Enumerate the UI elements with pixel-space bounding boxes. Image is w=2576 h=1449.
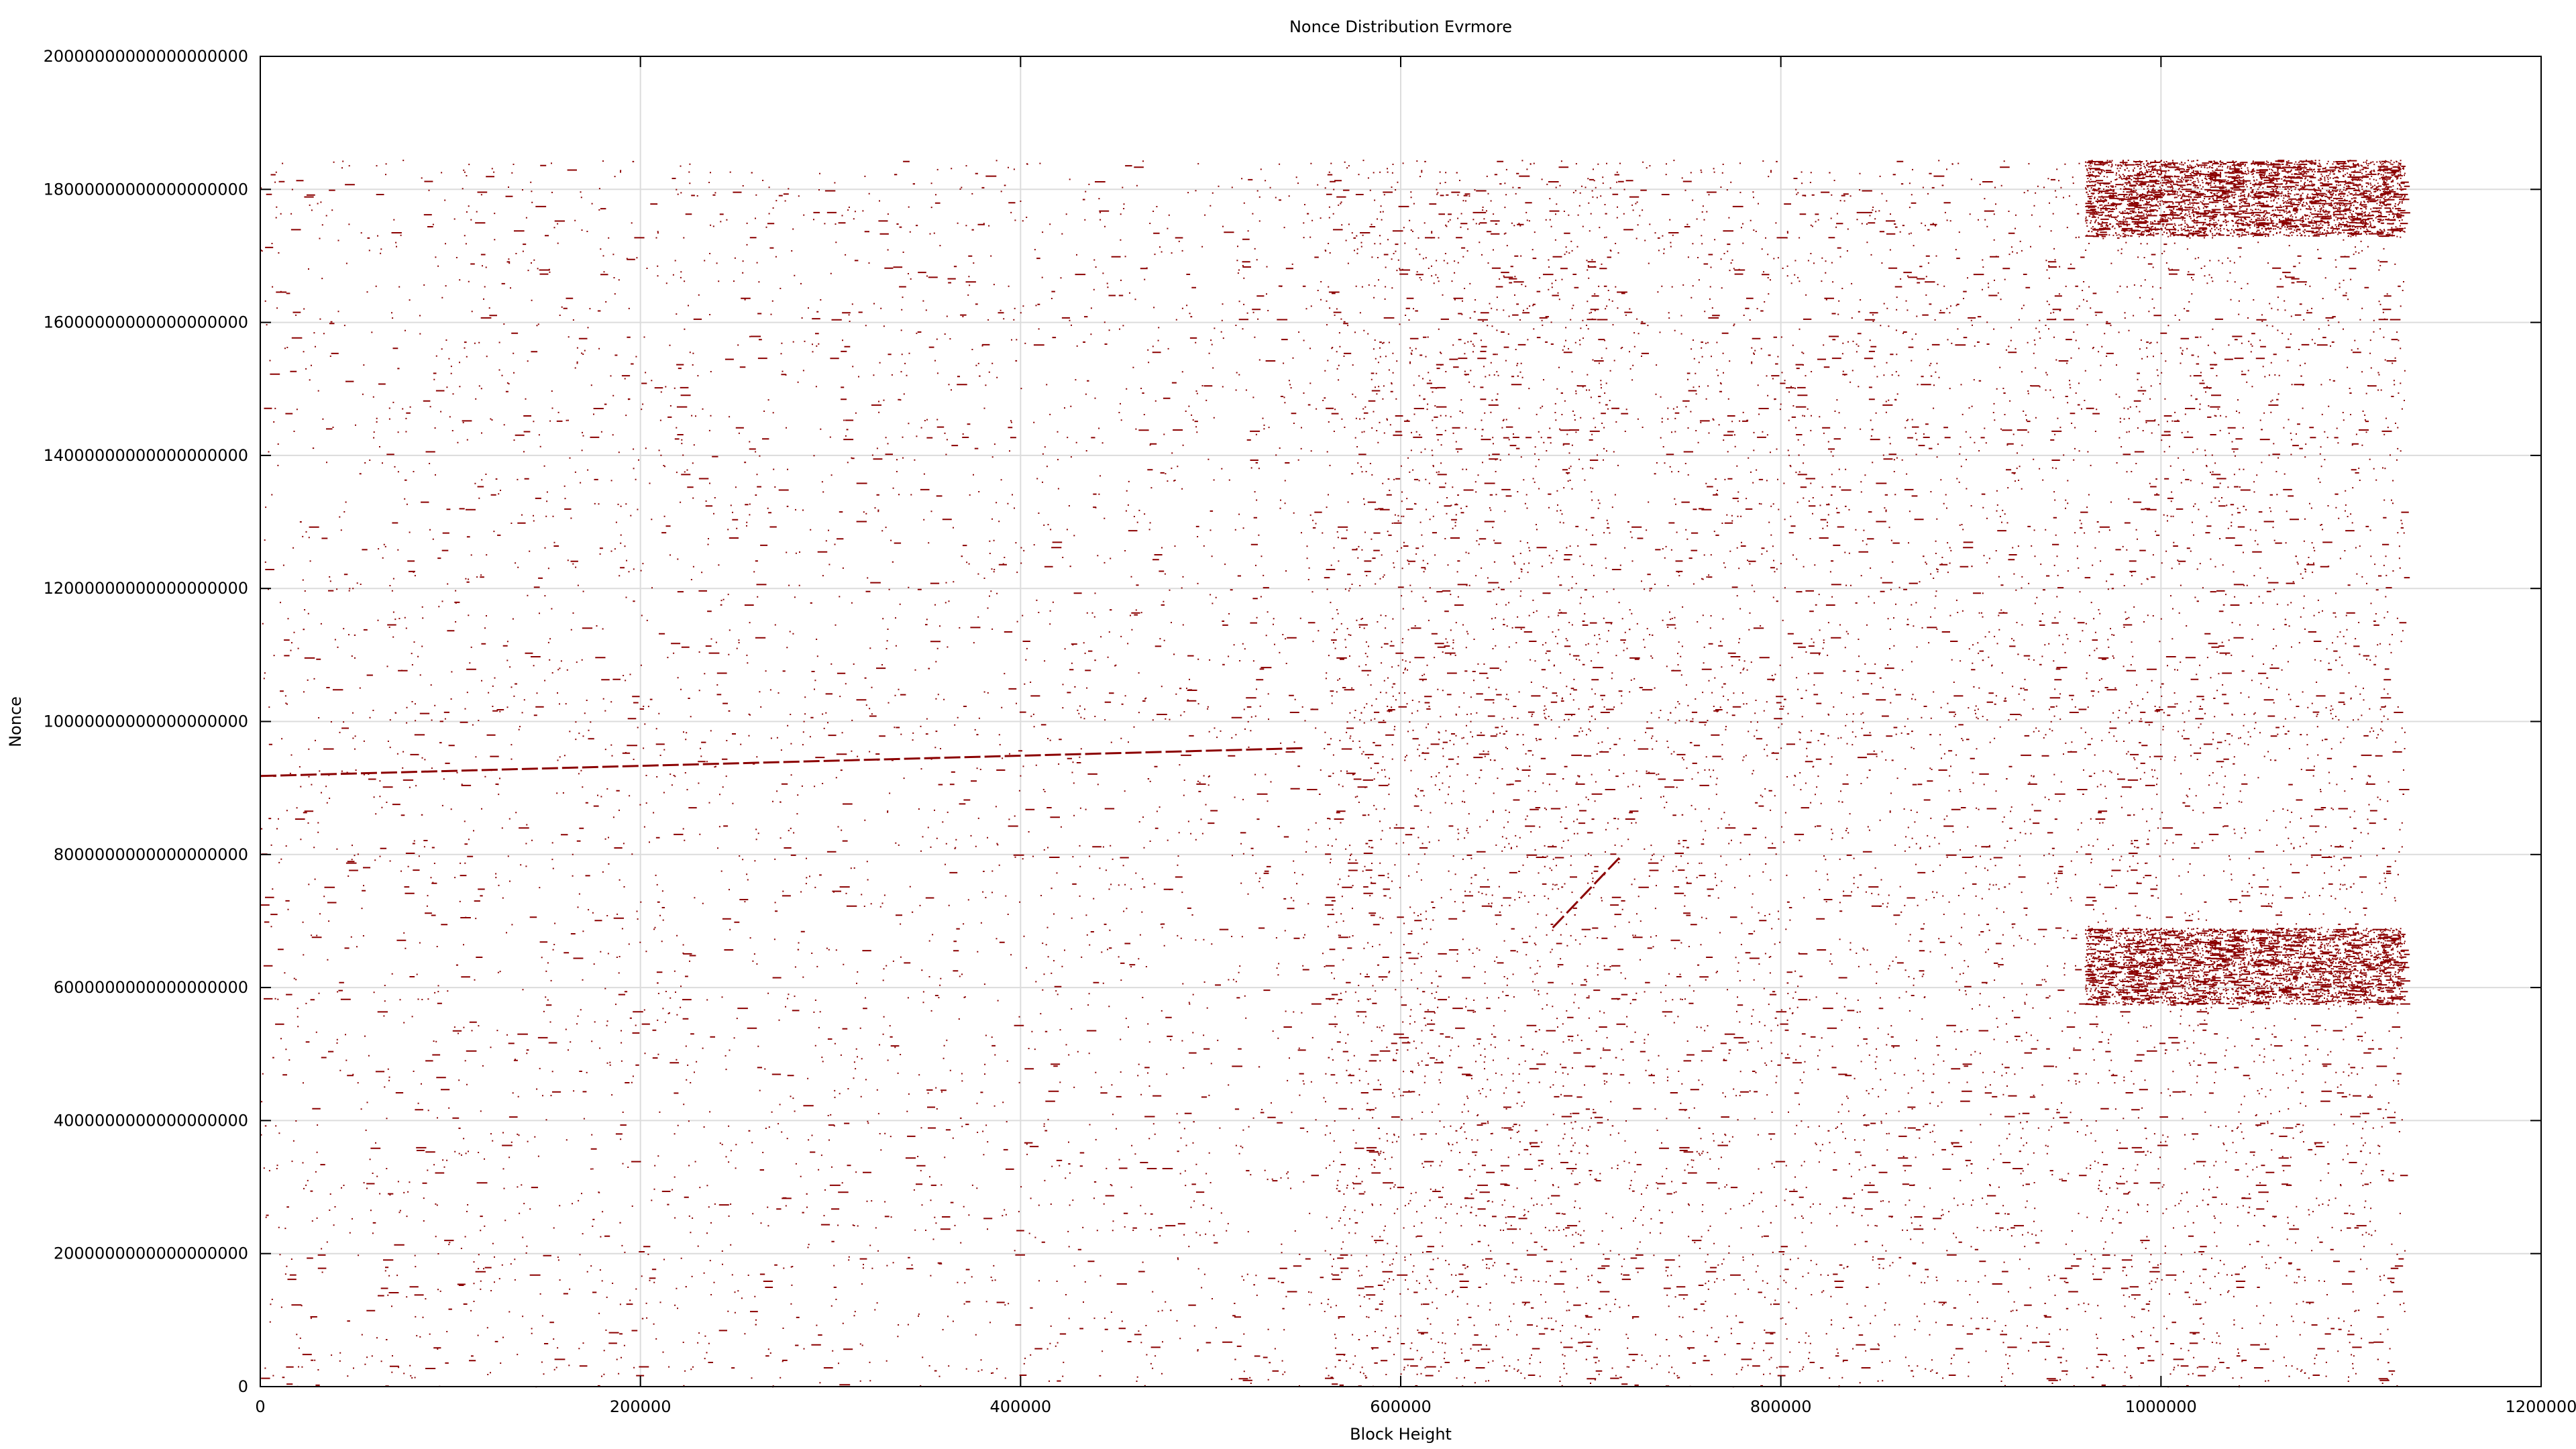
y-axis-label: Nonce: [6, 696, 25, 747]
x-tick-label: 400000: [990, 1397, 1052, 1416]
tick-marks: [260, 56, 2542, 1387]
chart-title: Nonce Distribution Evrmore: [1289, 17, 1512, 36]
y-tick-label: 2000000000000000000: [54, 1244, 248, 1263]
scatter-points: [260, 160, 2410, 1388]
x-axis-label: Block Height: [1350, 1425, 1452, 1444]
y-tick-label: 4000000000000000000: [54, 1111, 248, 1130]
y-tick-label: 10000000000000000000: [44, 712, 248, 731]
y-tick-label: 18000000000000000000: [44, 180, 248, 199]
nonce-streak: [260, 747, 1306, 777]
y-tick-label: 0: [238, 1377, 248, 1396]
x-tick-labels: 0 200000 400000 600000 800000 1000000 1200000: [255, 1397, 2576, 1416]
x-tick-label: 0: [255, 1397, 265, 1416]
x-tick-label: 1000000: [2125, 1397, 2197, 1416]
x-tick-label: 600000: [1370, 1397, 1432, 1416]
y-tick-label: 6000000000000000000: [54, 978, 248, 997]
x-tick-label: 200000: [610, 1397, 672, 1416]
x-tick-label: 800000: [1750, 1397, 1812, 1416]
y-tick-label: 14000000000000000000: [44, 446, 248, 465]
nonce-streak: [1552, 857, 1620, 928]
y-tick-label: 16000000000000000000: [44, 313, 248, 332]
y-tick-labels: 0 2000000000000000000 4000000000000000000 6…: [44, 47, 248, 1396]
y-tick-label: 20000000000000000000: [44, 47, 248, 66]
y-tick-label: 8000000000000000000: [54, 845, 248, 864]
x-tick-label: 1200000: [2506, 1397, 2576, 1416]
data-points: [260, 160, 2410, 1388]
y-tick-label: 12000000000000000000: [44, 579, 248, 598]
